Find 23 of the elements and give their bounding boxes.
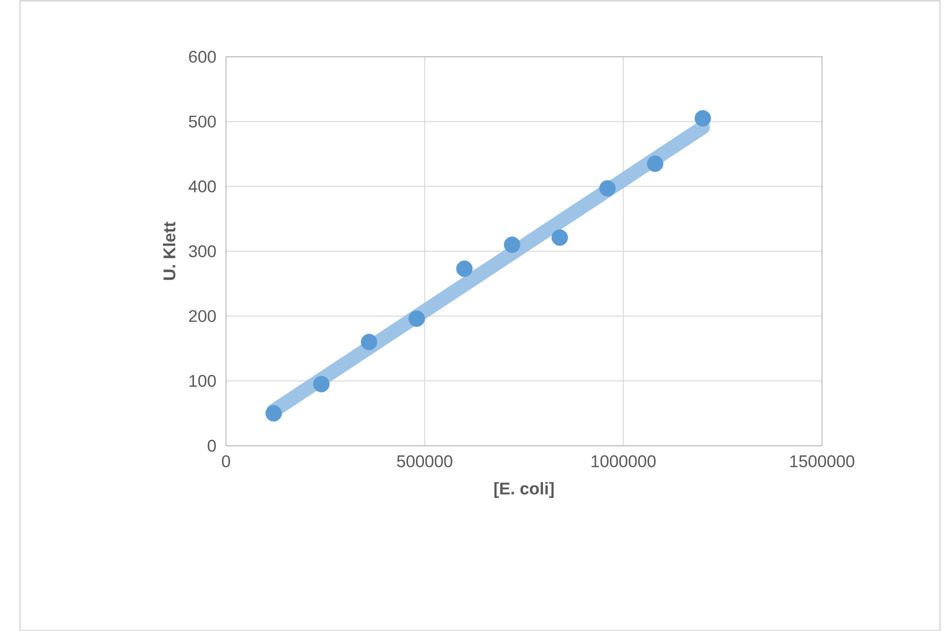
x-tick-label: 0 xyxy=(222,455,230,468)
x-axis-title: [E. coli] xyxy=(494,482,554,498)
y-tick-label: 0 xyxy=(208,440,216,452)
point xyxy=(456,260,473,277)
x-tick-label: 500000 xyxy=(397,455,452,468)
y-tick-label: 500 xyxy=(188,115,216,128)
point xyxy=(504,236,520,253)
y-tick-label: 100 xyxy=(190,374,216,387)
point xyxy=(408,310,425,327)
point xyxy=(646,155,664,172)
point xyxy=(313,376,330,392)
point xyxy=(599,180,616,196)
y-tick-label: 200 xyxy=(189,310,216,322)
y-tick-label: 300 xyxy=(188,245,216,258)
y-tick-label: 600 xyxy=(189,50,216,63)
y-tick-label: 400 xyxy=(188,180,216,192)
point xyxy=(360,334,378,350)
y-axis-title: U. Klett xyxy=(162,222,176,280)
x-tick-label: 1000000 xyxy=(592,455,656,468)
x-tick-label: 1500000 xyxy=(790,455,854,468)
point xyxy=(552,229,568,246)
point xyxy=(694,110,712,126)
point xyxy=(265,404,282,422)
